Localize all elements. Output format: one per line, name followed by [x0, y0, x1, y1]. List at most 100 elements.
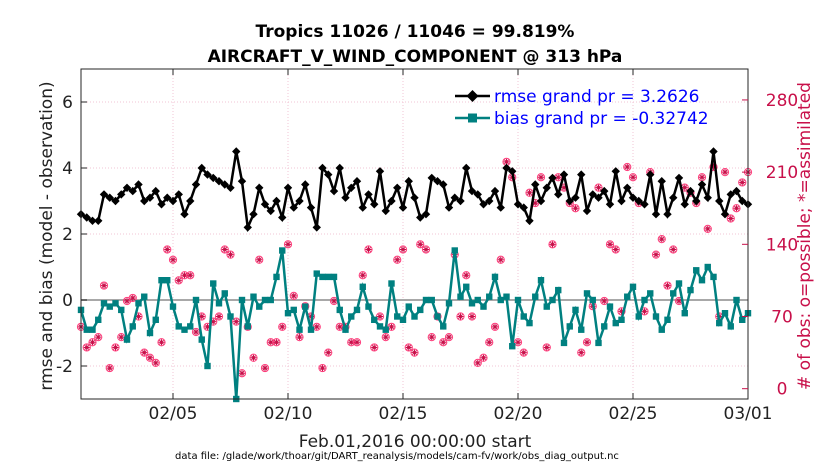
obs-possible-point	[709, 162, 718, 172]
bias-point	[100, 300, 108, 307]
rmse-point	[249, 210, 258, 219]
rmse-point	[697, 180, 707, 189]
obs-assimilated-point	[124, 298, 130, 305]
y-tick-label: -2	[56, 357, 73, 377]
rmse-point	[157, 200, 166, 209]
obs-assimilated-point	[515, 339, 521, 346]
obs-assimilated-point	[532, 200, 539, 207]
bias-point	[376, 323, 384, 330]
right-y-tick-label: 140	[766, 235, 798, 255]
rmse-point	[462, 163, 471, 173]
obs-assimilated-point	[193, 328, 199, 335]
legend: rmse grand pr = 3.2626 bias grand pr = -…	[455, 87, 709, 129]
obs-assimilated-point	[630, 174, 636, 181]
rmse-point	[289, 203, 298, 212]
rmse-point	[358, 203, 367, 212]
bias-point	[250, 293, 257, 300]
obs-possible-point	[364, 245, 373, 254]
obs-possible-point	[318, 363, 327, 373]
bias-point	[721, 310, 729, 317]
chart-title: Tropics 11026 / 11046 = 99.819%	[256, 22, 575, 42]
bias-point	[698, 277, 706, 284]
obs-assimilated-point	[239, 370, 245, 377]
bias-point	[181, 326, 188, 333]
x-axis-label: Feb.01,2016 00:00:00 start	[299, 432, 532, 452]
rmse-point	[174, 190, 183, 199]
obs-assimilated-point	[348, 339, 355, 346]
obs-assimilated-point	[319, 365, 326, 372]
bias-point	[89, 326, 96, 333]
obs-assimilated-point	[681, 184, 688, 191]
obs-possible-point	[663, 281, 672, 290]
obs-possible-point	[249, 353, 258, 362]
obs-possible-point	[255, 255, 264, 264]
bias-point	[612, 319, 619, 327]
bias-point	[463, 283, 470, 290]
rmse-point	[433, 177, 442, 186]
obs-possible-point	[260, 363, 270, 373]
rmse-point	[151, 186, 160, 196]
bias-point	[158, 277, 165, 284]
bias-point	[727, 323, 734, 330]
rmse-point	[243, 223, 252, 232]
obs-assimilated-point	[365, 246, 372, 253]
bias-point	[267, 296, 274, 304]
bias-point	[118, 306, 125, 314]
obs-assimilated-point	[354, 339, 360, 346]
rmse-point	[186, 196, 195, 206]
bias-point	[434, 313, 441, 320]
obs-possible-point	[703, 224, 712, 233]
bias-point	[169, 303, 177, 310]
obs-possible-point	[473, 358, 482, 368]
bias-point	[325, 273, 332, 281]
rmse-point	[542, 183, 551, 192]
obs-possible-point	[398, 245, 408, 254]
bias-point	[399, 316, 407, 323]
obs-assimilated-point	[216, 313, 222, 320]
obs-possible-point	[289, 291, 298, 300]
rmse-point	[381, 206, 390, 216]
obs-possible-point	[611, 245, 620, 254]
obs-possible-point	[732, 204, 741, 213]
bias-point	[348, 313, 355, 320]
bias-point	[198, 336, 205, 343]
bias-point	[313, 270, 320, 277]
bias-point	[675, 280, 683, 287]
bias-point	[422, 296, 430, 304]
bias-point	[417, 306, 424, 314]
rmse-point	[94, 216, 103, 225]
obs-possible-point	[410, 348, 419, 357]
rmse-point	[105, 193, 114, 202]
rmse-point	[375, 167, 385, 176]
bias-point	[486, 293, 493, 300]
rmse-point	[237, 177, 247, 186]
obs-possible-point	[669, 245, 678, 254]
rmse-point	[554, 190, 563, 199]
obs-assimilated-point	[262, 365, 268, 372]
rmse-point	[467, 186, 477, 196]
rmse-point	[99, 190, 109, 199]
obs-possible-point	[623, 162, 632, 172]
legend-rmse-marker	[466, 90, 479, 102]
rmse-point	[140, 196, 149, 206]
obs-assimilated-point	[336, 323, 343, 330]
rmse-point	[686, 186, 695, 196]
rmse-point	[634, 196, 643, 206]
bias-point	[509, 343, 516, 350]
obs-assimilated-point	[129, 294, 136, 301]
obs-assimilated-point	[221, 246, 228, 253]
rmse-point	[588, 190, 597, 199]
obs-possible-point	[163, 245, 172, 254]
obs-assimilated-point	[290, 292, 297, 299]
obs-possible-point	[94, 333, 103, 342]
rmse-point	[600, 186, 609, 196]
rmse-point	[168, 196, 178, 206]
rmse-point	[703, 193, 712, 202]
obs-assimilated-point	[267, 339, 274, 346]
rmse-point	[692, 196, 701, 206]
rmse-point	[513, 200, 523, 209]
rmse-point	[669, 193, 678, 202]
obs-possible-point	[214, 312, 224, 321]
obs-assimilated-point	[135, 313, 142, 320]
obs-assimilated-point	[486, 339, 493, 346]
